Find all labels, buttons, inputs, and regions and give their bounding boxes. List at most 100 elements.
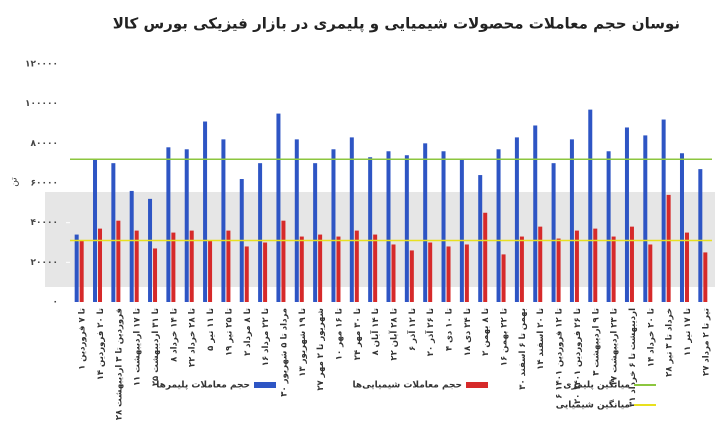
- bar: [446, 246, 451, 302]
- legend-label: حجم معاملات شیمیایی‌ها: [353, 381, 463, 391]
- bar: [318, 234, 323, 302]
- x-tick-label: ۳۰ بهمن تا ۶ اسفند: [518, 308, 528, 390]
- x-tick-label: ۵ تا ۱۱ تیر: [206, 308, 216, 351]
- y-tick-label: ۲۰۰۰۰: [31, 258, 58, 268]
- bar: [404, 155, 409, 302]
- bar: [276, 113, 281, 302]
- bar: [386, 151, 391, 302]
- bar: [111, 163, 116, 302]
- x-tick-label: ۶ تا ۱۲ فروردین ۱۴۰۱: [555, 308, 565, 399]
- x-tick-label: ۲۴ تا ۳۰ مهر: [353, 308, 363, 360]
- bar: [666, 194, 671, 302]
- y-tick-label: ۱۲۰۰۰۰: [25, 60, 58, 70]
- bar: [629, 226, 634, 302]
- bar: [519, 236, 524, 302]
- x-tick-label: ۱۰ تا ۱۶ مهر: [334, 308, 344, 360]
- bar: [313, 163, 318, 302]
- x-tick-label: ۱۴ تا ۲۰ اسفند: [536, 308, 546, 370]
- bar: [593, 228, 598, 302]
- bar: [391, 244, 396, 302]
- bar: [153, 248, 158, 302]
- bar: [354, 230, 359, 302]
- x-tick-label: ۳۰ مرداد تا ۵ شهریور: [279, 308, 289, 397]
- bar: [281, 220, 286, 302]
- x-tick-label: ۲۲ تا ۲۸ خرداد: [188, 308, 198, 367]
- bar: [606, 151, 611, 302]
- x-tick-label: ۱۸ تا ۲۴ دی: [463, 308, 473, 356]
- bar: [93, 159, 98, 302]
- x-tick-label: ۲۰ تا ۲۶ فروردین ۱۴۰۱: [573, 308, 583, 404]
- x-tick-label: ۳۱ اردیبهشت تا ۶ خرداد: [628, 308, 638, 407]
- x-tick-label: ۲۷ شهریور تا ۲ مهر: [316, 308, 326, 391]
- bar: [478, 175, 483, 302]
- bar: [661, 119, 666, 303]
- bar: [684, 232, 689, 302]
- x-tick-label: ۱۳ تا ۱۹ شهریور: [298, 308, 308, 377]
- bar: [428, 242, 433, 302]
- bar: [464, 244, 469, 302]
- x-tick-label: ۲ تا ۸ بهمن: [481, 308, 491, 356]
- bar: [171, 232, 176, 302]
- bar: [698, 169, 703, 302]
- bar: [496, 149, 501, 302]
- bar: [574, 230, 579, 302]
- y-axis-label: تن: [10, 177, 20, 187]
- bar: [441, 151, 446, 302]
- bar: [74, 234, 79, 302]
- bar: [368, 157, 373, 302]
- bar: [148, 198, 153, 302]
- legend-swatch: [466, 382, 488, 388]
- y-tick-label: ۸۰۰۰۰: [31, 139, 58, 149]
- x-tick-label: ۴ تا ۱۰ دی: [445, 308, 455, 351]
- bar: [483, 212, 488, 302]
- bar: [459, 159, 464, 302]
- bar: [349, 137, 354, 302]
- bar: [533, 125, 538, 302]
- x-tick-label: ۲۰ تا ۲۶ آذر: [424, 308, 436, 356]
- bar: [244, 246, 249, 302]
- bar: [299, 236, 304, 302]
- x-tick-label: ۱۷ تا ۲۳ اردیبهشت: [610, 308, 620, 386]
- bar: [98, 228, 103, 302]
- legend-label: میانگین پلیمری: [563, 379, 630, 391]
- bar: [263, 242, 268, 302]
- x-tick-label: ۲۸ فروردین تا ۳ اردیبهشت: [114, 308, 124, 420]
- bar: [184, 149, 189, 302]
- x-tick-label: ۱۴ تا ۲۰ فروردین: [96, 308, 106, 380]
- x-tick-label: ۱۱ تا ۱۷ تیر: [683, 308, 693, 356]
- x-tick-label: ۱۶ تا ۲۲ مرداد: [261, 308, 271, 366]
- bar: [409, 250, 414, 302]
- chart-title: نوسان حجم معاملات محصولات شیمیایی و پلیم…: [113, 15, 680, 34]
- x-tick-label: ۸ تا ۱۴ آبان: [369, 308, 381, 355]
- x-tick-label: ۲۲ تا ۲۸ آبان: [388, 308, 400, 361]
- bar: [189, 230, 194, 302]
- x-tick-label: ۳ تا ۹ اردیبهشت: [591, 308, 601, 376]
- x-tick-label: ۱ تا ۷ فروردین: [78, 308, 88, 370]
- bar: [624, 127, 629, 302]
- x-tick-label: ۲۷ تیر تا ۲ مرداد: [701, 308, 711, 376]
- legend-swatch: [254, 382, 276, 388]
- bar: [588, 109, 593, 302]
- bar: [331, 149, 336, 302]
- x-tick-label: ۲۵ تا ۳۱ اردیبهشت: [151, 308, 161, 386]
- x-tick-label: ۸ تا ۱۴ خرداد: [169, 308, 179, 362]
- y-tick-label: ۶۰۰۰۰: [31, 179, 58, 189]
- bar: [134, 230, 139, 302]
- bar: [611, 236, 616, 302]
- bar: [166, 147, 171, 302]
- y-tick-label: ۰: [53, 298, 59, 308]
- bar: [294, 139, 299, 302]
- bar: [569, 139, 574, 302]
- bar: [129, 190, 134, 302]
- x-tick-label: ۱۹ تا ۲۵ تیر: [224, 308, 234, 356]
- bar: [556, 238, 561, 302]
- bar: [551, 163, 556, 302]
- bar: [423, 143, 428, 302]
- legend-label: حجم معاملات پلیمرها: [156, 381, 250, 391]
- x-tick-label: ۲ تا ۸ مرداد: [243, 308, 253, 356]
- bar: [679, 153, 684, 302]
- bar: [643, 135, 648, 302]
- x-tick-label: ۲۸ خرداد تا ۳ تیر: [665, 308, 675, 377]
- bar: [648, 244, 653, 302]
- bar: [203, 121, 208, 303]
